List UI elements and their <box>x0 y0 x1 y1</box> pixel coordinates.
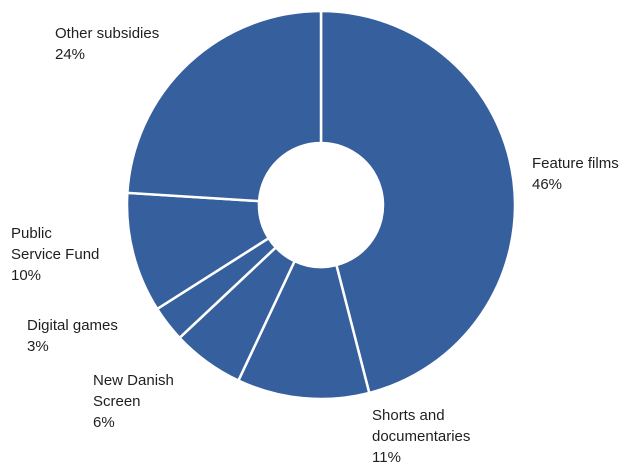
slice-name-line: Other subsidies <box>55 25 159 42</box>
slice-label-4: Public Service Fund 10% <box>11 225 99 284</box>
slice-label-0: Feature films 46% <box>532 155 619 193</box>
slice-label-1: Shorts and documentaries 11% <box>372 407 470 466</box>
slice-name-line: documentaries <box>372 428 470 445</box>
slice-percent: 10% <box>11 267 41 284</box>
slice-name-line: Public <box>11 225 52 242</box>
slice-percent: 6% <box>93 414 115 431</box>
slice-percent: 24% <box>55 46 85 63</box>
slice-name-line: Service Fund <box>11 246 99 263</box>
slice-4 <box>125 191 271 311</box>
slice-percent: 46% <box>532 176 562 193</box>
slice-0 <box>319 9 517 395</box>
slice-name-line: Feature films <box>532 155 619 172</box>
slice-name-line: Shorts and <box>372 407 445 424</box>
slice-percent: 3% <box>27 338 49 355</box>
slice-percent: 11% <box>372 449 401 466</box>
slice-labels: Feature films 46% Shorts and documentaries 1… <box>11 25 619 466</box>
donut-slices <box>125 9 517 401</box>
slice-name-line: Digital games <box>27 317 118 334</box>
slice-label-5: Other subsidies 24% <box>55 25 159 63</box>
slice-label-2: New Danish Screen 6% <box>93 372 174 431</box>
slice-name-line: Screen <box>93 393 141 410</box>
slice-1 <box>236 259 371 401</box>
slice-name-line: New Danish <box>93 372 174 389</box>
slice-5 <box>126 9 323 203</box>
slice-label-3: Digital games 3% <box>27 317 118 355</box>
